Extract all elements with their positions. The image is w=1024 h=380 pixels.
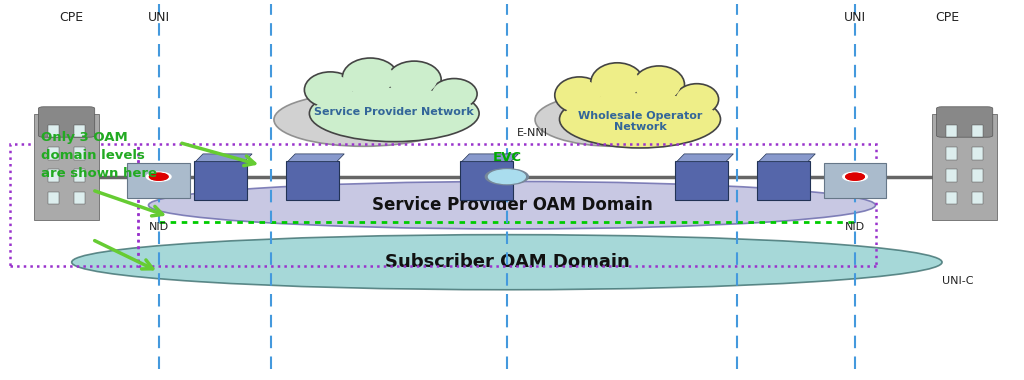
FancyBboxPatch shape <box>946 147 957 160</box>
FancyBboxPatch shape <box>39 107 94 137</box>
Circle shape <box>846 173 864 180</box>
FancyBboxPatch shape <box>48 169 59 182</box>
Ellipse shape <box>273 93 453 146</box>
Circle shape <box>150 173 168 180</box>
FancyBboxPatch shape <box>946 125 957 138</box>
Ellipse shape <box>434 81 474 107</box>
Circle shape <box>488 170 525 184</box>
Text: Service Provider as
Operator OAM
Domain: Service Provider as Operator OAM Domain <box>313 102 414 137</box>
Ellipse shape <box>558 80 600 111</box>
Text: UNI: UNI <box>147 11 170 24</box>
FancyBboxPatch shape <box>74 169 85 182</box>
Polygon shape <box>288 154 344 162</box>
Circle shape <box>485 169 528 185</box>
Ellipse shape <box>675 84 719 115</box>
Ellipse shape <box>591 63 644 103</box>
FancyBboxPatch shape <box>194 161 247 200</box>
Text: NID: NID <box>148 222 169 232</box>
FancyBboxPatch shape <box>48 147 59 160</box>
Circle shape <box>843 172 867 181</box>
Circle shape <box>846 173 864 180</box>
FancyBboxPatch shape <box>972 125 983 138</box>
Ellipse shape <box>634 66 684 104</box>
Text: UNI: UNI <box>844 11 866 24</box>
Ellipse shape <box>304 72 356 108</box>
FancyBboxPatch shape <box>946 169 957 182</box>
Ellipse shape <box>562 93 718 146</box>
Polygon shape <box>196 154 252 162</box>
Text: CPE: CPE <box>935 11 959 24</box>
FancyBboxPatch shape <box>48 192 59 204</box>
Ellipse shape <box>309 85 479 142</box>
FancyBboxPatch shape <box>74 125 85 138</box>
FancyBboxPatch shape <box>675 161 728 200</box>
Ellipse shape <box>595 66 640 100</box>
Ellipse shape <box>72 235 942 290</box>
Polygon shape <box>462 154 518 162</box>
Circle shape <box>150 173 168 180</box>
Text: NID: NID <box>845 222 865 232</box>
FancyBboxPatch shape <box>286 161 339 200</box>
FancyBboxPatch shape <box>936 107 993 137</box>
Text: CPE: CPE <box>59 11 84 24</box>
FancyBboxPatch shape <box>48 125 59 138</box>
Ellipse shape <box>637 69 681 101</box>
Ellipse shape <box>387 61 441 98</box>
Text: Wholesale Operator
Network: Wholesale Operator Network <box>578 111 702 132</box>
FancyBboxPatch shape <box>972 147 983 160</box>
Ellipse shape <box>391 64 437 95</box>
Ellipse shape <box>342 58 398 97</box>
FancyBboxPatch shape <box>823 163 886 198</box>
Text: E-NNI: E-NNI <box>517 128 548 138</box>
FancyBboxPatch shape <box>127 163 190 198</box>
Text: Only 3 OAM
domain levels
are shown here: Only 3 OAM domain levels are shown here <box>41 131 157 180</box>
Ellipse shape <box>148 182 876 229</box>
FancyBboxPatch shape <box>972 169 983 182</box>
Ellipse shape <box>312 88 476 139</box>
Ellipse shape <box>559 90 721 148</box>
Circle shape <box>146 172 171 181</box>
Text: Operator OAM
Domain: Operator OAM Domain <box>578 109 651 131</box>
Text: UNI-C: UNI-C <box>942 276 973 285</box>
Ellipse shape <box>308 74 352 105</box>
FancyBboxPatch shape <box>74 147 85 160</box>
Text: EVC: EVC <box>493 151 521 164</box>
Polygon shape <box>677 154 733 162</box>
FancyBboxPatch shape <box>35 114 98 220</box>
Ellipse shape <box>535 93 694 146</box>
FancyBboxPatch shape <box>74 192 85 204</box>
FancyBboxPatch shape <box>757 161 810 200</box>
Text: Service Provider OAM Domain: Service Provider OAM Domain <box>372 196 652 214</box>
Ellipse shape <box>555 77 604 114</box>
FancyBboxPatch shape <box>932 114 997 220</box>
Polygon shape <box>759 154 815 162</box>
Text: Subscriber OAM Domain: Subscriber OAM Domain <box>384 253 630 271</box>
FancyBboxPatch shape <box>972 192 983 204</box>
Ellipse shape <box>678 86 716 113</box>
Ellipse shape <box>346 61 394 94</box>
Ellipse shape <box>431 79 477 109</box>
Text: Service Provider Network: Service Provider Network <box>314 107 474 117</box>
FancyBboxPatch shape <box>946 192 957 204</box>
FancyBboxPatch shape <box>460 161 513 200</box>
